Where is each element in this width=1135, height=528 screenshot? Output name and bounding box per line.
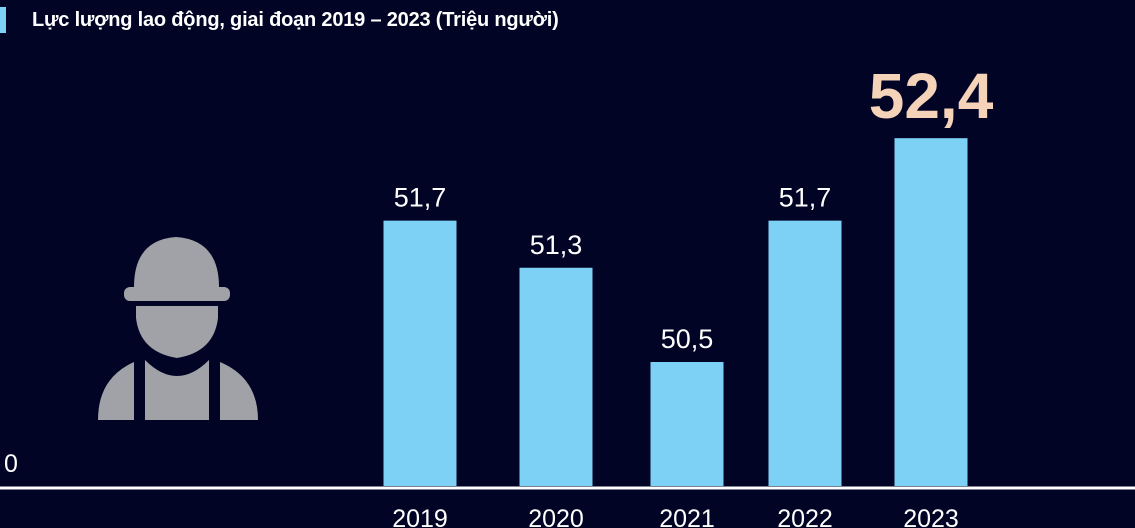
construction-worker-icon (98, 237, 258, 420)
bar-2019 (383, 220, 457, 486)
value-label-2022: 51,7 (779, 183, 832, 213)
value-label-2021: 50,5 (661, 324, 714, 354)
x-tick-label-2020: 2020 (528, 505, 584, 528)
x-tick-label-2021: 2021 (659, 505, 715, 528)
bar-2020 (519, 267, 593, 486)
chart-title: Lực lượng lao động, giai đoạn 2019 – 202… (32, 9, 559, 31)
x-tick-label-2022: 2022 (777, 505, 833, 528)
value-label-2020: 51,3 (530, 230, 583, 260)
x-tick-label-2019: 2019 (392, 505, 448, 528)
x-tick-label-2023: 2023 (903, 505, 959, 528)
bar-2021 (650, 362, 724, 486)
bar-2022 (768, 220, 842, 486)
value-label-2023: 52,4 (869, 60, 994, 132)
bar-2023 (894, 138, 968, 486)
value-label-2019: 51,7 (394, 183, 447, 213)
title-accent-bar (0, 7, 6, 33)
bars-layer: 51,7 2019 51,3 2020 50,5 2021 51,7 2022 52,4 2023 (383, 60, 994, 528)
y-axis-zero-label: 0 (4, 450, 18, 478)
